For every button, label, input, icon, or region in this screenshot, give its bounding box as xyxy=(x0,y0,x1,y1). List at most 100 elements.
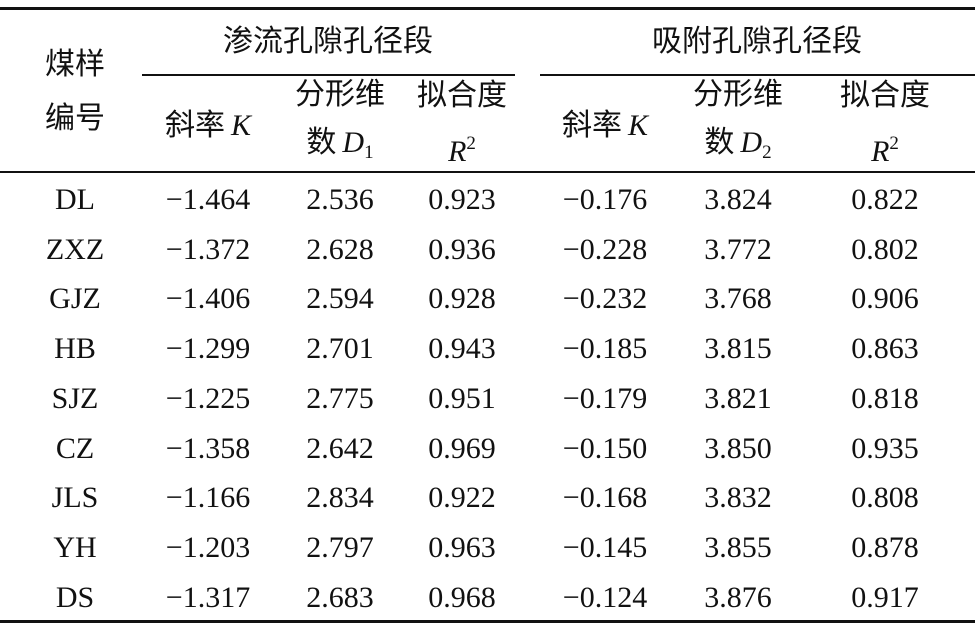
value-cell: 3.824 xyxy=(704,183,772,216)
value-cell: 3.855 xyxy=(704,530,772,564)
value-cell: 2.834 xyxy=(306,481,374,515)
value-cell: −1.299 xyxy=(165,332,251,366)
value-cell: −1.372 xyxy=(165,232,251,266)
sample-cell: ZXZ xyxy=(45,232,105,266)
header-text: D xyxy=(740,126,763,159)
header-text: 2 xyxy=(762,142,772,163)
header-rule xyxy=(0,171,975,173)
header-text: 2 xyxy=(466,133,476,154)
value-cell: −0.145 xyxy=(562,530,648,564)
column-header-line: 分形维 xyxy=(295,78,385,112)
row-header-line: 煤样 xyxy=(45,48,105,81)
value-cell: 0.936 xyxy=(428,232,496,266)
column-header: 拟合度 R2 xyxy=(417,79,507,169)
header-text: 1 xyxy=(364,142,374,163)
column-header-line: 数 D1 xyxy=(295,126,385,170)
value-cell: 0.963 xyxy=(428,530,496,564)
column-header-line: 分形维 xyxy=(693,78,783,112)
value-cell: 0.923 xyxy=(428,183,496,216)
header-text: K xyxy=(230,109,252,142)
value-cell: 3.821 xyxy=(704,381,772,415)
group-rule xyxy=(142,74,515,76)
value-cell: 0.969 xyxy=(428,431,496,465)
sample-cell: GJZ xyxy=(49,282,101,316)
value-cell: 2.642 xyxy=(306,431,374,465)
value-cell: 3.850 xyxy=(704,431,772,465)
value-cell: 2.628 xyxy=(306,232,374,266)
column-header-line: 数 D2 xyxy=(693,126,783,170)
header-text: 分形维 xyxy=(693,78,783,111)
value-cell: 0.968 xyxy=(428,580,496,614)
column-header: 分形维数 D1 xyxy=(295,78,385,170)
value-cell: 0.822 xyxy=(851,183,919,216)
value-cell: 3.815 xyxy=(704,332,772,366)
sample-cell: SJZ xyxy=(51,381,99,415)
column-header-line: 拟合度 xyxy=(840,79,930,113)
value-cell: −1.317 xyxy=(165,580,251,614)
column-header-line: 斜率 K xyxy=(562,109,648,143)
sample-cell: JLS xyxy=(51,481,99,515)
value-cell: −0.168 xyxy=(562,481,648,515)
header-text: 数 xyxy=(704,126,735,159)
column-header-line: 斜率 K xyxy=(165,109,251,143)
bottom-rule xyxy=(0,620,975,623)
value-cell: 0.928 xyxy=(428,282,496,316)
column-header-line: R2 xyxy=(840,127,930,169)
sample-cell: DL xyxy=(55,183,95,216)
value-cell: −1.203 xyxy=(165,530,251,564)
value-cell: −0.150 xyxy=(562,431,648,465)
value-cell: 0.943 xyxy=(428,332,496,366)
column-header: 拟合度 R2 xyxy=(840,79,930,169)
group-rule xyxy=(540,74,975,76)
column-header-line: 拟合度 xyxy=(417,79,507,113)
value-cell: 0.802 xyxy=(851,232,919,266)
value-cell: 2.701 xyxy=(306,332,374,366)
value-cell: 3.832 xyxy=(704,481,772,515)
value-cell: −0.185 xyxy=(562,332,648,366)
value-cell: 3.768 xyxy=(704,282,772,316)
header-text: 拟合度 xyxy=(840,79,930,112)
value-cell: 2.536 xyxy=(306,183,374,216)
value-cell: 2.594 xyxy=(306,282,374,316)
column-header: 斜率 K xyxy=(165,109,251,143)
value-cell: −0.179 xyxy=(562,381,648,415)
value-cell: 0.935 xyxy=(851,431,919,465)
value-cell: 0.863 xyxy=(851,332,919,366)
row-header-line: 编号 xyxy=(45,102,105,135)
header-text: K xyxy=(627,109,649,142)
value-cell: 3.772 xyxy=(704,232,772,266)
group-title: 渗流孔隙孔径段 xyxy=(223,25,433,58)
header-text: 分形维 xyxy=(295,78,385,111)
value-cell: −1.464 xyxy=(165,183,251,216)
value-cell: 2.775 xyxy=(306,381,374,415)
column-header: 斜率 K xyxy=(562,109,648,143)
value-cell: −1.166 xyxy=(165,481,251,515)
header-text: 2 xyxy=(889,133,899,154)
header-text: R xyxy=(448,135,467,168)
value-cell: −0.228 xyxy=(562,232,648,266)
row-header: 煤样 编号 xyxy=(45,48,105,136)
header-text: 斜率 xyxy=(164,109,225,142)
value-cell: 0.917 xyxy=(851,580,919,614)
top-rule xyxy=(0,7,975,10)
value-cell: −0.232 xyxy=(562,282,648,316)
column-header-line: R2 xyxy=(417,127,507,169)
value-cell: 0.951 xyxy=(428,381,496,415)
value-cell: 2.683 xyxy=(306,580,374,614)
header-text: 斜率 xyxy=(561,109,622,142)
sample-cell: HB xyxy=(54,332,96,366)
value-cell: −1.406 xyxy=(165,282,251,316)
value-cell: 0.808 xyxy=(851,481,919,515)
value-cell: −0.124 xyxy=(562,580,648,614)
value-cell: 2.797 xyxy=(306,530,374,564)
value-cell: −0.176 xyxy=(562,183,648,216)
group-title: 吸附孔隙孔径段 xyxy=(652,25,862,58)
header-text: D xyxy=(342,126,365,159)
sample-cell: YH xyxy=(53,530,97,564)
value-cell: 0.818 xyxy=(851,381,919,415)
value-cell: −1.225 xyxy=(165,381,251,415)
sample-cell: DS xyxy=(55,580,95,614)
value-cell: 0.922 xyxy=(428,481,496,515)
header-text: 拟合度 xyxy=(417,79,507,112)
value-cell: 0.906 xyxy=(851,282,919,316)
